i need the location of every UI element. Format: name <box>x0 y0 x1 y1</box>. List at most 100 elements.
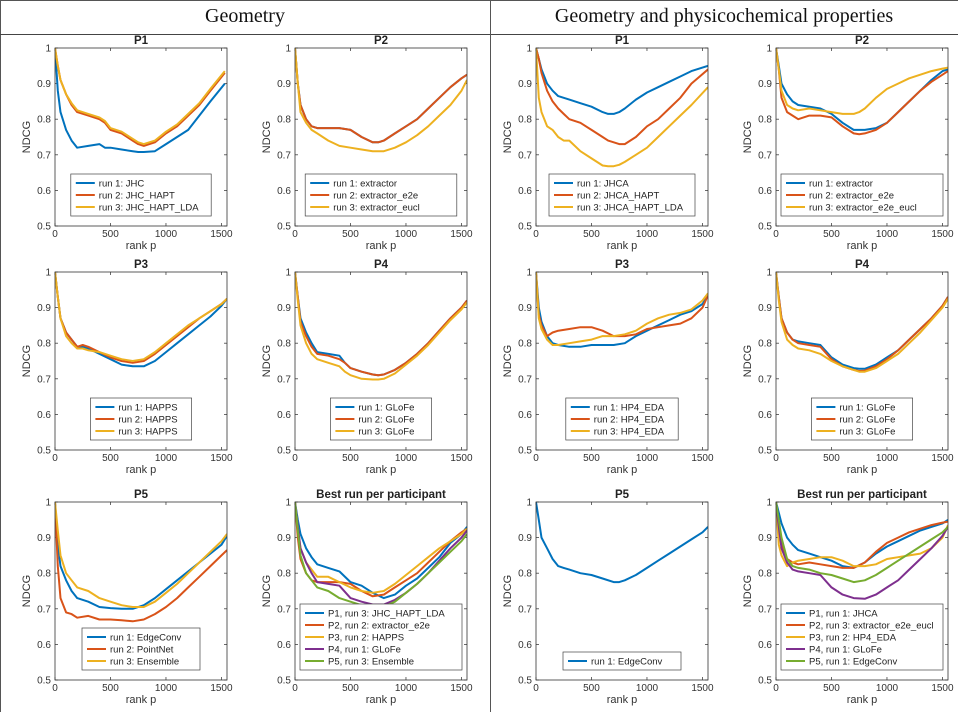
legend-entry: run 2: HP4_EDA <box>594 415 665 426</box>
x-tick-label: 1500 <box>931 683 954 694</box>
y-tick-label: 0.8 <box>277 115 291 126</box>
x-tick-label: 1500 <box>210 683 233 694</box>
y-tick-label: 0.5 <box>518 222 532 233</box>
series-line <box>776 502 948 584</box>
y-axis-label: NDCG <box>502 121 514 153</box>
legend-entry: run 2: JHCA_HAPT <box>577 191 660 202</box>
legend-entry: P2, run 2: extractor_e2e <box>328 621 430 632</box>
chart-title: P5 <box>615 489 630 501</box>
chart-8: P4 0 500 1000 1500 0.5 0.6 0.7 0.8 0.9 1 rank p NDCG… <box>742 259 954 476</box>
x-tick-label: 1500 <box>210 229 233 240</box>
x-tick-label: 0 <box>533 229 539 240</box>
chart-5: P3 0 500 1000 1500 0.5 0.6 0.7 0.8 0.9 1 rank p NDCG… <box>21 259 233 476</box>
y-tick-label: 0.8 <box>758 569 772 580</box>
series-line <box>55 48 226 146</box>
x-tick-label: 1500 <box>691 229 714 240</box>
series-line <box>295 272 467 381</box>
x-tick-label: 0 <box>292 453 298 464</box>
chart-title: P4 <box>374 259 389 271</box>
chart-11: P5 0 500 1000 1500 0.5 0.6 0.7 0.8 0.9 1 rank p NDCG… <box>502 489 714 706</box>
x-axis-label: rank p <box>366 694 397 706</box>
chart-title: P1 <box>615 35 630 47</box>
y-tick-label: 0.8 <box>518 569 532 580</box>
legend-entry: P4, run 1: GLoFe <box>328 645 401 656</box>
chart-9: P5 0 500 1000 1500 0.5 0.6 0.7 0.8 0.9 1 rank p NDCG… <box>21 489 233 706</box>
y-tick-label: 0.5 <box>518 676 532 687</box>
y-tick-label: 0.5 <box>37 222 51 233</box>
plot-frame <box>54 47 228 227</box>
y-tick-label: 0.8 <box>758 339 772 350</box>
chart-title: P3 <box>615 259 629 271</box>
y-tick-label: 0.7 <box>37 604 51 615</box>
x-tick-label: 1000 <box>876 683 899 694</box>
y-tick-label: 0.9 <box>277 533 291 544</box>
y-tick-label: 0.8 <box>37 339 51 350</box>
series-line <box>295 272 467 377</box>
y-tick-label: 1 <box>526 44 532 55</box>
y-tick-label: 0.6 <box>518 410 532 421</box>
legend-entry: P5, run 3: Ensemble <box>328 657 414 668</box>
series-line <box>776 272 948 373</box>
series-line <box>295 502 467 594</box>
x-tick-label: 1000 <box>876 453 899 464</box>
x-axis-label: rank p <box>847 240 878 252</box>
plot-frame <box>54 271 228 451</box>
y-tick-label: 0.5 <box>758 222 772 233</box>
x-tick-label: 1000 <box>636 453 659 464</box>
x-axis-label: rank p <box>607 694 638 706</box>
series-line <box>536 48 708 168</box>
y-tick-label: 0.7 <box>37 150 51 161</box>
series-line <box>536 48 708 146</box>
y-tick-label: 0.9 <box>518 533 532 544</box>
legend-entry: run 3: HP4_EDA <box>594 427 665 438</box>
x-axis-label: rank p <box>607 240 638 252</box>
x-tick-label: 0 <box>52 453 58 464</box>
series-line <box>55 502 227 623</box>
chart-title: P1 <box>134 35 149 47</box>
y-axis-label: NDCG <box>502 345 514 377</box>
x-tick-label: 1500 <box>691 683 714 694</box>
legend-entry: run 1: HAPPS <box>118 403 177 414</box>
x-tick-label: 500 <box>342 683 359 694</box>
series-line <box>295 48 467 144</box>
legend-entry: run 1: EdgeConv <box>110 633 182 644</box>
series-line <box>776 502 948 568</box>
chart-7: P3 0 500 1000 1500 0.5 0.6 0.7 0.8 0.9 1 rank p NDCG… <box>502 259 714 476</box>
y-tick-label: 0.9 <box>37 79 51 90</box>
y-tick-label: 0.8 <box>277 339 291 350</box>
section-divider <box>490 0 491 712</box>
plot-frame <box>775 47 949 227</box>
x-axis-label: rank p <box>366 240 397 252</box>
series-line <box>536 272 708 338</box>
x-tick-label: 1500 <box>931 229 954 240</box>
x-tick-label: 500 <box>102 453 119 464</box>
series-line <box>295 502 467 606</box>
x-tick-label: 0 <box>292 683 298 694</box>
y-axis-label: NDCG <box>261 575 273 607</box>
legend-entry: run 3: extractor_e2e_eucl <box>809 203 917 214</box>
y-axis-label: NDCG <box>261 121 273 153</box>
x-tick-label: 1500 <box>450 229 473 240</box>
y-axis-label: NDCG <box>742 121 754 153</box>
legend-entry: run 1: HP4_EDA <box>594 403 665 414</box>
x-axis-label: rank p <box>847 464 878 476</box>
y-tick-label: 0.9 <box>758 533 772 544</box>
x-tick-label: 1000 <box>395 453 418 464</box>
legend-entry: run 2: extractor_e2e <box>809 191 894 202</box>
x-axis-label: rank p <box>126 464 157 476</box>
plot-frame <box>294 47 468 227</box>
legend-entry: run 1: JHCA <box>577 179 629 190</box>
legend-entry: run 2: GLoFe <box>358 415 414 426</box>
series-line <box>536 272 708 348</box>
legend-entry: run 1: GLoFe <box>839 403 895 414</box>
y-tick-label: 0.8 <box>37 569 51 580</box>
legend-entry: run 1: extractor <box>809 179 873 190</box>
x-tick-label: 500 <box>102 683 119 694</box>
chart-1: P1 0 500 1000 1500 0.5 0.6 0.7 0.8 0.9 1 rank p NDCG… <box>21 35 233 252</box>
y-tick-label: 0.6 <box>277 410 291 421</box>
frame-left-border <box>0 0 1 712</box>
